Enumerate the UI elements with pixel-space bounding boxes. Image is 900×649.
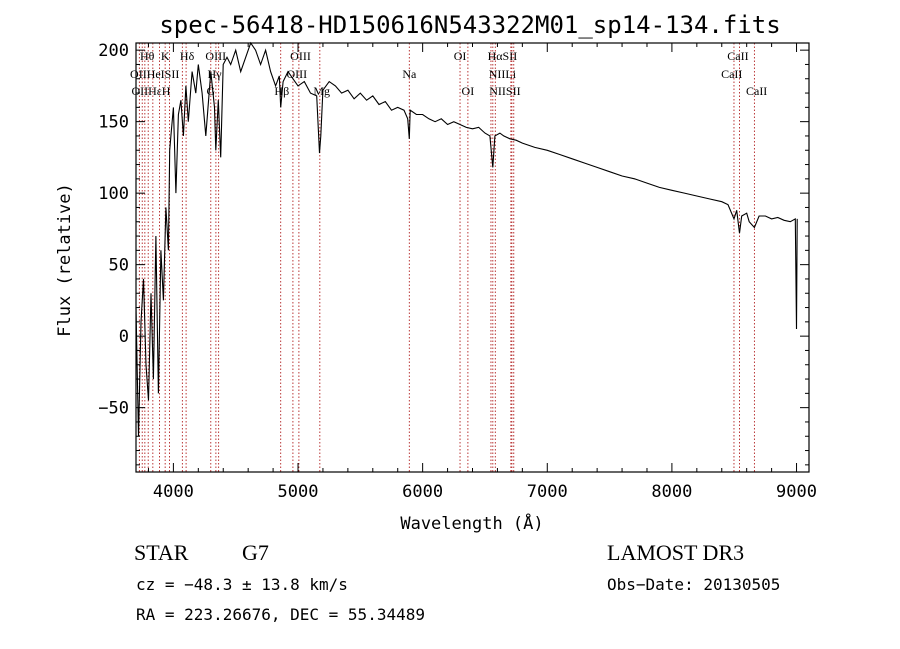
x-axis: 4000 5000 6000 7000 8000 9000 [147, 43, 817, 502]
line-label: CaII [727, 49, 748, 63]
line-label: G [206, 84, 215, 98]
line-label: OI [462, 84, 475, 98]
spectrum-line [135, 41, 798, 437]
plot-frame [135, 42, 810, 473]
x-tick-label: 5000 [278, 482, 319, 502]
object-class: STAR [134, 540, 189, 565]
x-tick-label: 7000 [527, 482, 568, 502]
line-label: Hθ [140, 49, 155, 63]
y-tick-label: 150 [98, 113, 129, 133]
x-tick-label: 6000 [402, 482, 443, 502]
line-label: Hδ [180, 49, 195, 63]
coordinates: RA = 223.26676, DEC = 55.34489 [136, 605, 425, 624]
y-axis-label: Flux (relative) [55, 183, 75, 337]
redshift-velocity: cz = −48.3 ± 13.8 km/s [136, 575, 348, 594]
line-label: OI [454, 49, 467, 63]
spectral-line-markers [138, 43, 755, 472]
line-label: NIISII [489, 84, 520, 98]
x-tick-label: 9000 [776, 482, 817, 502]
y-tick-label: −50 [98, 399, 129, 419]
line-label: CaII [746, 84, 767, 98]
y-axis: −50 0 50 100 150 200 [98, 41, 809, 466]
object-subclass: G7 [242, 540, 269, 565]
observation-date: Obs−Date: 20130505 [607, 575, 780, 594]
survey-name: LAMOST DR3 [607, 540, 744, 565]
y-tick-label: 200 [98, 41, 129, 61]
x-tick-label: 4000 [153, 482, 194, 502]
line-label: NIILi [489, 67, 517, 81]
line-label: OIII [205, 49, 226, 63]
y-tick-label: 0 [119, 327, 129, 347]
y-tick-label: 100 [98, 184, 129, 204]
line-label: OIIHεH [131, 84, 170, 98]
line-label: CaII [721, 67, 742, 81]
line-label: HαSII [488, 49, 518, 63]
x-axis-label: Wavelength (Å) [400, 512, 543, 534]
line-label: K [161, 49, 170, 63]
chart-title: spec-56418-HD150616N543322M01_sp14-134.f… [159, 11, 780, 39]
x-tick-label: 8000 [651, 482, 692, 502]
y-tick-label: 50 [109, 256, 129, 276]
line-label: Na [402, 67, 417, 81]
line-label: OIII [290, 49, 311, 63]
line-label: OIIHeISII [130, 67, 179, 81]
line-label: Mg [313, 84, 330, 98]
